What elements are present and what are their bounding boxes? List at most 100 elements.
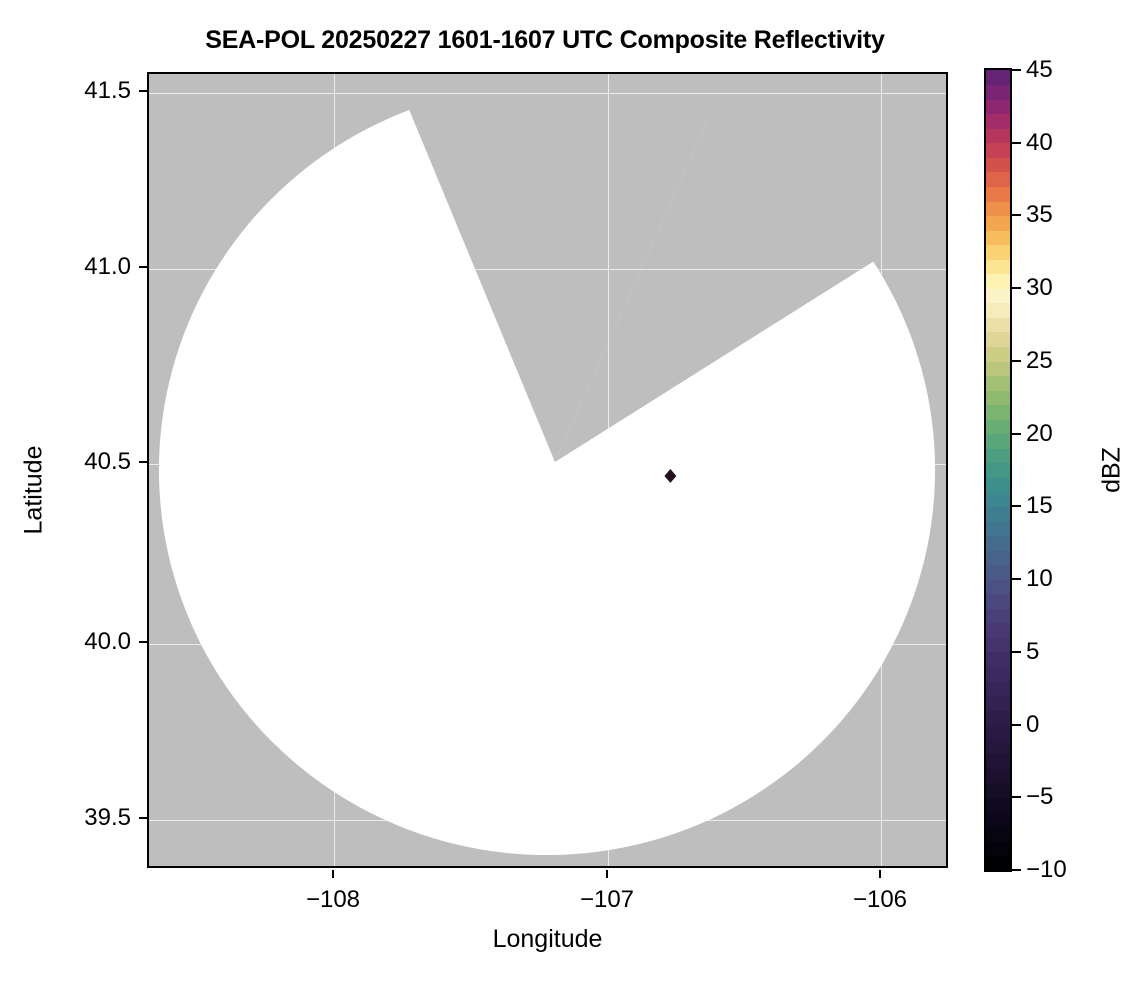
xtick-mark-106 xyxy=(879,870,881,878)
colorbar-title-wrap: dBZ xyxy=(1092,447,1132,493)
colorbar-segment xyxy=(986,404,1010,420)
ytick-mark-41-0 xyxy=(139,266,147,268)
colorbar-segment xyxy=(986,230,1010,246)
colorbar-segment xyxy=(986,128,1010,144)
colorbar xyxy=(984,68,1012,872)
colorbar-tick-label: 45 xyxy=(1026,56,1053,83)
colorbar-tick-label: 25 xyxy=(1026,346,1053,374)
colorbar-tick-label: 15 xyxy=(1026,492,1053,520)
radar-coverage-svg xyxy=(158,84,936,856)
colorbar-segment xyxy=(986,331,1010,347)
colorbar-tick-mark xyxy=(1012,69,1021,71)
colorbar-segment xyxy=(986,390,1010,406)
colorbar-segment xyxy=(986,375,1010,391)
colorbar-tick-label: 10 xyxy=(1026,565,1053,593)
colorbar-segment xyxy=(986,171,1010,187)
colorbar-tick-mark xyxy=(1012,214,1021,217)
colorbar-tick-mark xyxy=(1012,432,1021,435)
colorbar-segment xyxy=(986,273,1010,289)
colorbar-segment xyxy=(986,288,1010,304)
colorbar-segment xyxy=(986,840,1010,857)
ytick-label-41-5: 41.5 xyxy=(84,77,131,104)
x-axis-title: Longitude xyxy=(492,925,603,953)
ytick-mark-41-5 xyxy=(139,90,147,92)
colorbar-segment xyxy=(986,724,1010,740)
echo-marker-svg xyxy=(664,469,677,483)
colorbar-tick-mark xyxy=(1012,505,1021,508)
colorbar-segment xyxy=(986,651,1010,667)
colorbar-segment xyxy=(986,593,1010,609)
colorbar-wrap xyxy=(984,68,1012,872)
colorbar-tick-label: 40 xyxy=(1026,128,1053,156)
colorbar-segment xyxy=(986,768,1010,784)
xtick-mark-107 xyxy=(606,870,608,878)
xtick-label-106: −106 xyxy=(852,886,908,913)
colorbar-segment xyxy=(986,506,1010,522)
colorbar-segment xyxy=(986,346,1010,362)
colorbar-title: dBZ xyxy=(1097,447,1126,493)
colorbar-segment xyxy=(986,448,1010,464)
colorbar-segment xyxy=(986,259,1010,275)
colorbar-segment xyxy=(986,157,1010,173)
colorbar-segment xyxy=(986,622,1010,638)
colorbar-segment xyxy=(986,70,1010,86)
xtick-label-108: −108 xyxy=(305,886,361,913)
colorbar-segment xyxy=(986,710,1010,726)
xtick-label-107: −107 xyxy=(579,886,635,913)
colorbar-tick-mark xyxy=(1012,359,1021,362)
colorbar-segment xyxy=(986,186,1010,202)
colorbar-segment xyxy=(986,317,1010,333)
colorbar-tick-mark xyxy=(1012,650,1021,653)
plot-panel xyxy=(147,72,948,868)
colorbar-segment xyxy=(986,637,1010,653)
colorbar-segment xyxy=(986,855,1010,870)
y-axis-title: Latitude xyxy=(19,445,48,535)
page-title: SEA-POL 20250227 1601-1607 UTC Composite… xyxy=(205,26,885,54)
colorbar-segment xyxy=(986,782,1010,798)
ytick-label-41-0: 41.0 xyxy=(84,253,131,280)
ytick-label-40-0: 40.0 xyxy=(84,628,131,655)
colorbar-tick-label: 20 xyxy=(1026,419,1053,447)
colorbar-segment xyxy=(986,491,1010,507)
ytick-mark-40-0 xyxy=(139,641,147,643)
colorbar-segment xyxy=(986,113,1010,129)
colorbar-segment xyxy=(986,215,1010,231)
colorbar-tick-label: −5 xyxy=(1026,783,1054,811)
radar-coverage-disc xyxy=(158,84,936,856)
colorbar-segment xyxy=(986,579,1010,595)
colorbar-tick-mark xyxy=(1012,869,1021,871)
colorbar-segment xyxy=(986,564,1010,580)
colorbar-segment xyxy=(986,302,1010,318)
colorbar-tick-label: 30 xyxy=(1026,274,1053,302)
colorbar-segment xyxy=(986,753,1010,769)
colorbar-segment xyxy=(986,666,1010,682)
colorbar-segment xyxy=(986,520,1010,537)
colorbar-segment xyxy=(986,99,1010,115)
y-axis-title-wrap: Latitude xyxy=(14,446,54,535)
colorbar-segment xyxy=(986,142,1010,158)
colorbar-segment xyxy=(986,680,1010,697)
colorbar-segment xyxy=(986,739,1010,755)
colorbar-segment xyxy=(986,797,1010,813)
colorbar-tick-label: 35 xyxy=(1026,201,1053,229)
colorbar-segment xyxy=(986,419,1010,435)
radar-site-echo-marker xyxy=(664,469,677,483)
colorbar-segment xyxy=(986,695,1010,711)
colorbar-segment xyxy=(986,535,1010,551)
ytick-mark-39-5 xyxy=(139,817,147,819)
colorbar-tick-mark xyxy=(1012,141,1021,144)
colorbar-tick-label: −10 xyxy=(1026,856,1067,883)
colorbar-segment xyxy=(986,84,1010,100)
colorbar-segment xyxy=(986,200,1010,217)
colorbar-tick-mark xyxy=(1012,723,1021,726)
colorbar-segment xyxy=(986,608,1010,624)
colorbar-segment xyxy=(986,244,1010,260)
colorbar-tick-mark xyxy=(1012,287,1021,290)
colorbar-segment xyxy=(986,360,1010,377)
colorbar-tick-mark xyxy=(1012,578,1021,581)
ytick-label-39-5: 39.5 xyxy=(84,804,131,831)
colorbar-segment xyxy=(986,811,1010,827)
colorbar-segment xyxy=(986,477,1010,493)
ytick-label-40-5: 40.5 xyxy=(84,448,131,475)
